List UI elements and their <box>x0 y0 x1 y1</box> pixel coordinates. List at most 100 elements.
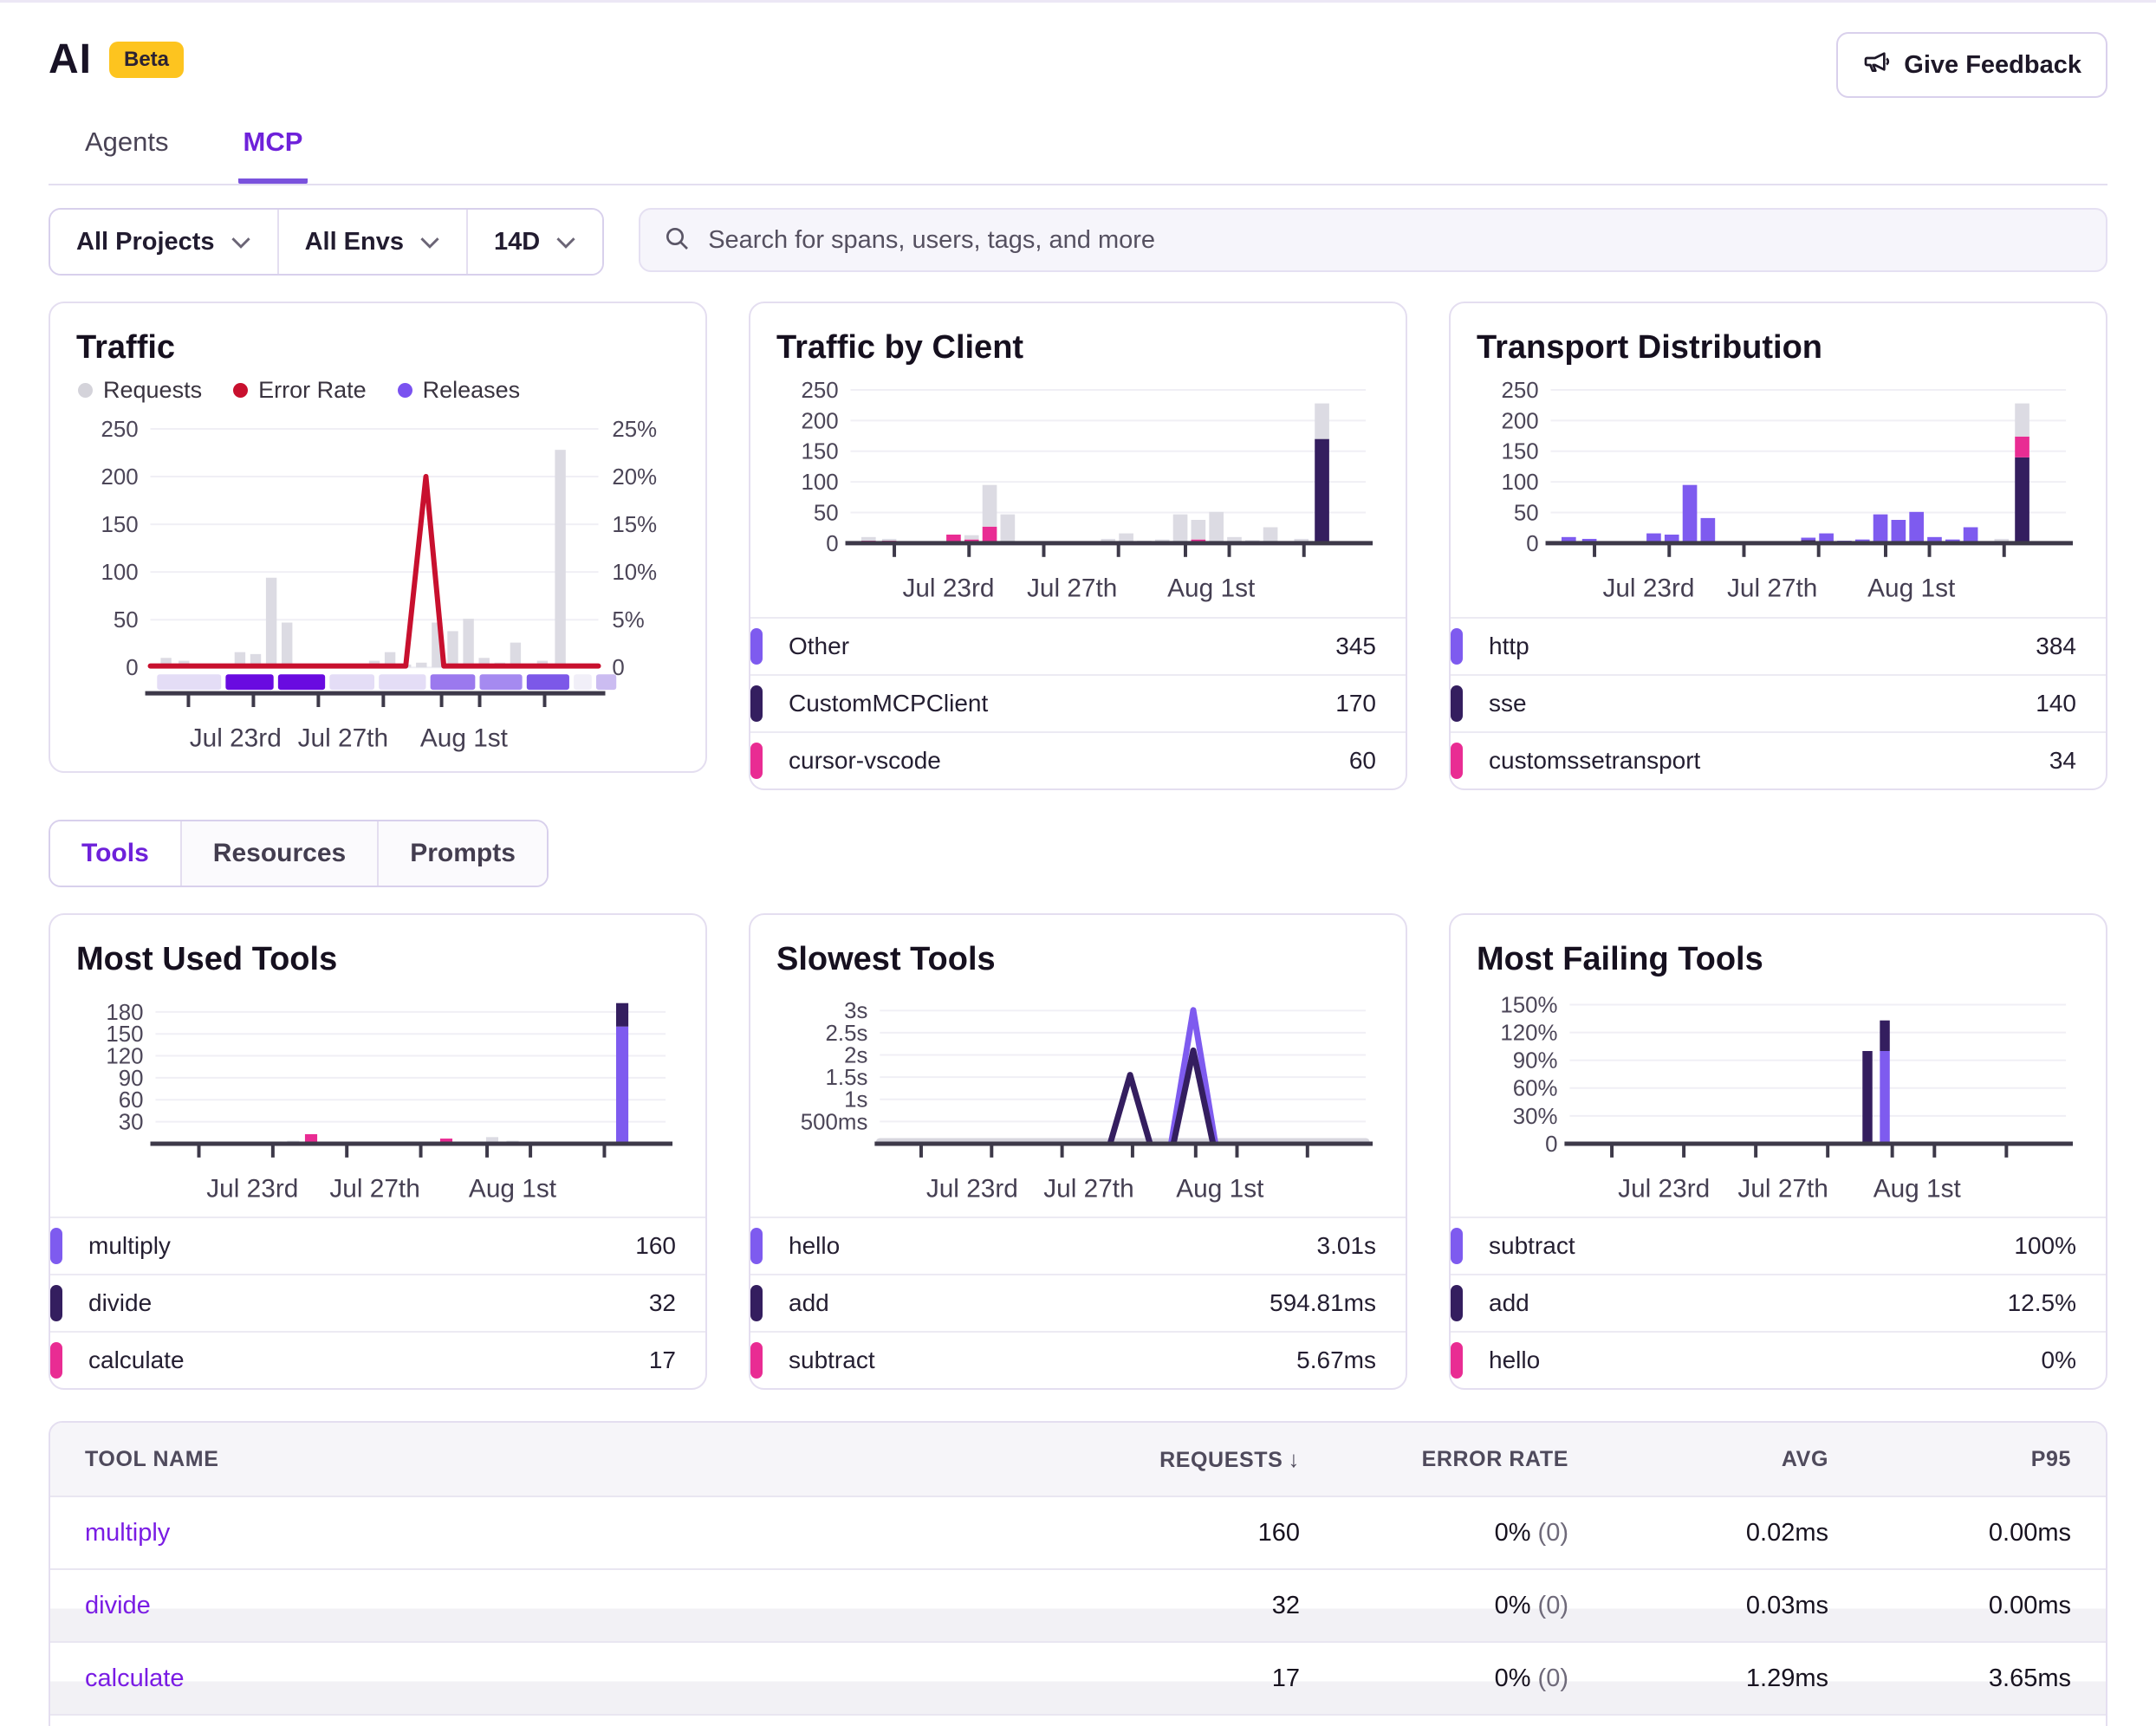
projects-dropdown[interactable]: All Projects <box>50 210 279 274</box>
legend-row-calculate[interactable]: calculate 17 <box>50 1331 705 1388</box>
svg-text:0: 0 <box>1526 532 1538 556</box>
svg-text:0: 0 <box>1545 1132 1557 1157</box>
legend-row-other[interactable]: Other 345 <box>750 617 1406 674</box>
legend-row-multiply[interactable]: multiply 160 <box>50 1217 705 1274</box>
svg-text:Jul 23rd: Jul 23rd <box>190 724 282 753</box>
svg-text:Jul 27th: Jul 27th <box>329 1175 419 1204</box>
svg-text:20%: 20% <box>612 465 657 490</box>
date-range-dropdown[interactable]: 14D <box>468 210 603 274</box>
series-value: 17 <box>648 1346 676 1374</box>
svg-text:500ms: 500ms <box>801 1111 868 1135</box>
svg-text:60%: 60% <box>1513 1077 1558 1101</box>
series-value: 345 <box>1335 633 1376 660</box>
series-label: sse <box>1489 690 1527 717</box>
series-legend: hello 3.01s add 594.81ms subtract 5.67ms <box>750 1217 1406 1388</box>
svg-text:120: 120 <box>106 1045 143 1069</box>
legend-row-hello[interactable]: hello 3.01s <box>750 1217 1406 1274</box>
series-label: subtract <box>789 1346 875 1374</box>
series-swatch <box>1451 628 1463 665</box>
column-header-avg[interactable]: AVG <box>1781 1446 1828 1471</box>
legend-item-releases[interactable]: Releases <box>397 377 521 404</box>
legend-row-subtract[interactable]: subtract 5.67ms <box>750 1331 1406 1388</box>
svg-text:50: 50 <box>814 501 839 525</box>
page-header: AI Beta Give Feedback Agents MCP <box>0 3 2156 185</box>
card-transport-distribution: Transport Distribution 0 50 100 150 200 250 Jul… <box>1449 302 2107 791</box>
column-header-p95[interactable]: P95 <box>2030 1446 2071 1471</box>
legend-row-subtract[interactable]: subtract 100% <box>1451 1217 2106 1274</box>
series-legend: multiply 160 divide 32 calculate 17 <box>50 1217 705 1388</box>
svg-text:Aug 1st: Aug 1st <box>1867 574 1956 603</box>
chart-traffic[interactable]: 0 50 100 150 200 250 0 5% 10% 15% 20% 25% Jul 23rd Ju… <box>76 409 679 771</box>
cell-p95: 0.00ms <box>1988 1518 2071 1547</box>
column-header-error-rate[interactable]: ERROR RATE <box>1421 1446 1568 1471</box>
series-value: 160 <box>635 1232 676 1260</box>
search-input[interactable] <box>708 225 2083 255</box>
column-header-requests[interactable]: REQUESTS ↓ <box>1159 1445 1300 1472</box>
sort-desc-icon: ↓ <box>1288 1445 1300 1472</box>
series-swatch <box>50 1285 62 1322</box>
top-tabs: Agents MCP <box>49 118 2107 185</box>
chart-most-failing-tools[interactable]: 0 30% 60% 90% 120% 150% Jul 23rd Jul 27th Aug 1s… <box>1477 989 2080 1204</box>
series-swatch <box>1451 743 1463 780</box>
legend-row-add[interactable]: add 12.5% <box>1451 1274 2106 1331</box>
error-rate-value: 0% <box>1494 1518 1538 1547</box>
svg-text:100: 100 <box>101 561 138 585</box>
series-value: 34 <box>2049 747 2076 775</box>
legend-row-add[interactable]: add 594.81ms <box>750 1274 1406 1331</box>
series-label: subtract <box>1489 1232 1575 1260</box>
series-legend: http 384 sse 140 customssetransport 34 <box>1451 617 2106 788</box>
svg-text:250: 250 <box>101 418 138 442</box>
svg-text:Jul 23rd: Jul 23rd <box>902 574 994 603</box>
cell-error-rate: 0% (0) <box>1300 1519 1568 1548</box>
envs-dropdown[interactable]: All Envs <box>278 210 468 274</box>
legend-dot-label: Error Rate <box>258 377 367 403</box>
svg-text:Jul 27th: Jul 27th <box>1737 1175 1828 1204</box>
svg-text:150%: 150% <box>1500 994 1557 1018</box>
filter-group: All Projects All Envs 14D <box>49 208 605 276</box>
chart-transport-distribution[interactable]: 0 50 100 150 200 250 Jul 23rd Jul 27th Aug 1st <box>1477 377 2080 605</box>
legend-row-hello[interactable]: hello 0% <box>1451 1331 2106 1388</box>
error-count-badge: (0) <box>1537 1518 1568 1547</box>
tool-link-calculate[interactable]: calculate <box>85 1664 185 1692</box>
column-header-tool-name[interactable]: TOOL NAME <box>85 1446 219 1471</box>
series-label: add <box>789 1289 829 1317</box>
svg-text:10%: 10% <box>612 561 657 585</box>
tool-link-divide[interactable]: divide <box>85 1591 151 1619</box>
series-legend: subtract 100% add 12.5% hello 0% <box>1451 1217 2106 1388</box>
svg-text:2s: 2s <box>844 1044 867 1068</box>
chart-most-used-tools[interactable]: 30 60 90 120 150 180 Jul 23rd Jul 27th Aug 1st <box>76 989 679 1204</box>
cell-avg: 1.29ms <box>1745 1664 1828 1692</box>
legend-row-cursor-vscode[interactable]: cursor-vscode 60 <box>750 731 1406 788</box>
legend-item-requests[interactable]: Requests <box>78 377 202 404</box>
section-tab-prompts[interactable]: Prompts <box>379 821 547 886</box>
give-feedback-button[interactable]: Give Feedback <box>1836 32 2107 98</box>
legend-row-custommcpclient[interactable]: CustomMCPClient 170 <box>750 674 1406 731</box>
legend-row-http[interactable]: http 384 <box>1451 617 2106 674</box>
svg-text:50: 50 <box>1514 501 1539 525</box>
chart-title-slowest-tools: Slowest Tools <box>776 941 996 978</box>
beta-badge: Beta <box>109 41 185 78</box>
svg-text:Aug 1st: Aug 1st <box>1167 574 1256 603</box>
table-row-divide: divide 32 0% (0) 0.03ms 0.00ms <box>50 1568 2106 1642</box>
svg-text:100: 100 <box>801 470 838 495</box>
legend-row-divide[interactable]: divide 32 <box>50 1274 705 1331</box>
svg-text:150: 150 <box>106 1023 143 1048</box>
tab-mcp[interactable]: MCP <box>237 118 308 184</box>
legend-row-customssetransport[interactable]: customssetransport 34 <box>1451 731 2106 788</box>
legend-dot-icon <box>78 383 93 398</box>
section-tab-resources[interactable]: Resources <box>181 821 380 886</box>
tool-link-multiply[interactable]: multiply <box>85 1518 171 1547</box>
legend-row-sse[interactable]: sse 140 <box>1451 674 2106 731</box>
legend-item-error-rate[interactable]: Error Rate <box>233 377 367 404</box>
series-value: 140 <box>2036 690 2076 717</box>
chart-traffic-by-client[interactable]: 0 50 100 150 200 250 Jul 23rd Jul 27th Aug 1st <box>776 377 1380 605</box>
section-tab-tools[interactable]: Tools <box>50 821 182 886</box>
tab-agents[interactable]: Agents <box>80 118 174 184</box>
svg-text:200: 200 <box>101 465 138 490</box>
svg-text:Jul 27th: Jul 27th <box>298 724 388 753</box>
table-row-add: add1612.5% (2)594.81ms3.16s <box>50 1714 2106 1726</box>
chart-slowest-tools[interactable]: 500ms 1s 1.5s 2s 2.5s 3s Jul 23rd Jul 27th Aug 1… <box>776 989 1380 1204</box>
legend-dot-label: Releases <box>422 377 521 403</box>
chart-title-transport-distribution: Transport Distribution <box>1477 329 1822 366</box>
chevron-down-icon <box>555 228 576 256</box>
